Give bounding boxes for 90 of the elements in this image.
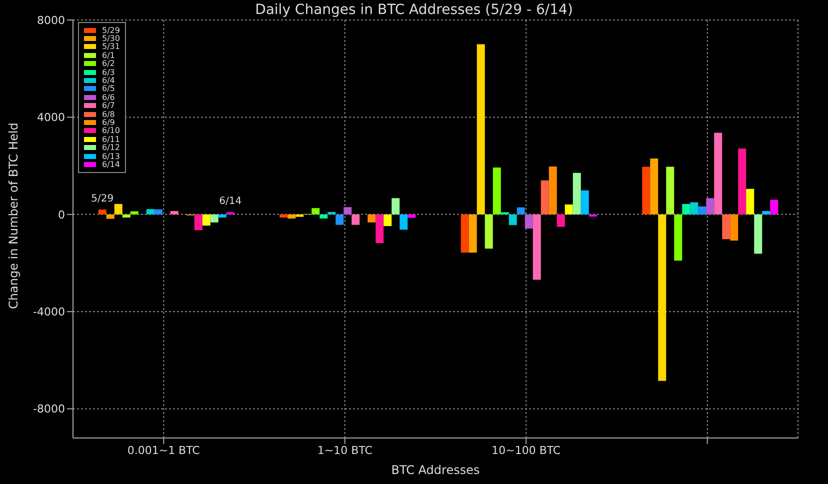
bar: [524, 214, 533, 229]
legend-label: 6/2: [102, 59, 115, 68]
bar: [106, 214, 114, 219]
bar: [572, 172, 581, 214]
y-tick-label: -4000: [33, 306, 65, 319]
bar: [296, 214, 304, 217]
x-tick-label: 1~10 BTC: [317, 444, 373, 457]
bar: [280, 214, 288, 218]
bar: [492, 168, 501, 214]
bar: [312, 208, 320, 214]
x-axis-title: BTC Addresses: [391, 463, 480, 477]
annotation: 6/14: [219, 196, 242, 208]
legend-label: 5/29: [102, 26, 120, 35]
bar: [288, 214, 296, 219]
bar: [714, 132, 722, 214]
bar: [210, 214, 218, 222]
bar: [588, 214, 597, 217]
legend-label: 5/30: [102, 34, 120, 44]
bar: [114, 204, 122, 214]
bar: [122, 214, 130, 218]
bar: [336, 214, 344, 225]
bar: [580, 190, 589, 214]
bar: [508, 214, 517, 226]
bar: [484, 214, 493, 249]
bar: [690, 202, 698, 214]
bar: [738, 148, 746, 214]
legend-label: 5/31: [102, 42, 120, 52]
bar: [564, 204, 573, 214]
bar: [376, 214, 384, 244]
bar: [762, 211, 770, 214]
bar: [384, 214, 392, 226]
legend-label: 6/1: [102, 50, 115, 60]
bar: [730, 214, 738, 241]
bar: [352, 214, 360, 225]
bar: [722, 214, 730, 240]
bar: [698, 206, 706, 214]
x-tick-label: 10~100 BTC: [492, 444, 561, 457]
bar: [658, 214, 666, 381]
bar: [556, 214, 565, 227]
legend-label: 6/5: [102, 84, 115, 94]
bar: [170, 211, 178, 214]
bar: [746, 188, 754, 214]
legend-label: 6/4: [102, 76, 115, 86]
bar: [408, 214, 416, 218]
bar: [460, 214, 469, 253]
bar: [368, 214, 376, 222]
bar: [154, 209, 162, 214]
bar: [548, 166, 557, 214]
y-axis-title: Change in Number of BTC Held: [6, 122, 20, 309]
x-tick-label: 0.001~1 BTC: [127, 444, 200, 457]
legend-label: 6/3: [102, 68, 115, 77]
legend-label: 6/9: [102, 118, 115, 127]
y-tick-label: 0: [58, 208, 65, 222]
bar: [98, 210, 106, 214]
bar: [476, 44, 485, 214]
bar: [344, 207, 352, 214]
bar: [130, 211, 138, 214]
legend-label: 6/6: [102, 92, 115, 102]
bar: [770, 200, 778, 214]
legend-label: 6/7: [102, 101, 115, 110]
bar: [194, 214, 202, 230]
bar: [328, 212, 336, 214]
legend-label: 6/8: [102, 110, 115, 119]
annotation: 5/29: [91, 194, 114, 205]
legend-label: 6/10: [102, 126, 120, 136]
bar: [650, 158, 658, 214]
legend-label: 6/13: [102, 152, 120, 161]
bar: [468, 214, 477, 253]
y-tick-label: 4000: [37, 111, 65, 124]
bar: [218, 214, 226, 218]
legend-label: 6/11: [102, 134, 120, 144]
chart-title: Daily Changes in BTC Addresses (5/29 - 6/14): [255, 2, 573, 18]
bar: [320, 214, 328, 219]
bar: [202, 214, 210, 226]
bar: [706, 198, 714, 214]
bar: [516, 207, 525, 214]
bar: [392, 198, 400, 214]
bar: [754, 214, 762, 254]
y-tick-label: -8000: [33, 402, 65, 416]
bar: [642, 166, 650, 214]
bar: [400, 214, 408, 230]
bar: [540, 180, 549, 214]
bar: [666, 166, 674, 214]
bar: [532, 214, 541, 280]
y-tick-label: 8000: [37, 14, 65, 27]
bar: [146, 209, 154, 214]
bar: [674, 214, 682, 261]
bar: [682, 204, 690, 214]
legend-label: 6/12: [102, 143, 120, 152]
legend-label: 6/14: [102, 160, 120, 169]
